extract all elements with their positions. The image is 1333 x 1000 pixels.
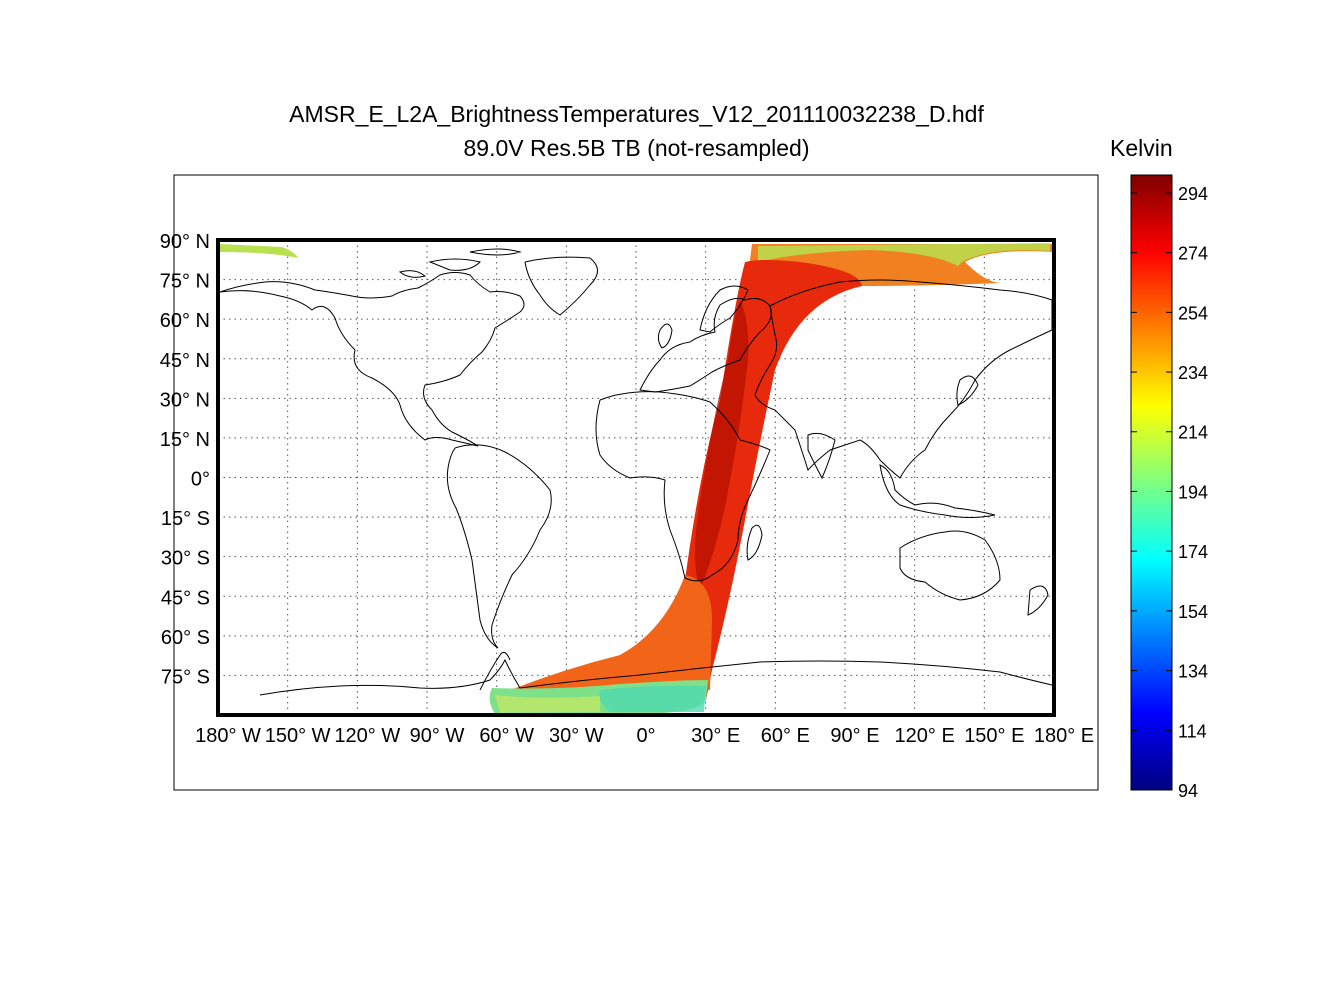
coast-antarctic-peninsula xyxy=(479,651,511,691)
lat-tick-label: 45° N xyxy=(160,350,210,372)
coast-africa xyxy=(595,391,771,582)
lat-tick-label: 30° N xyxy=(160,389,210,411)
colorbar-tick-label: 134 xyxy=(1178,662,1208,682)
coast-europe xyxy=(639,297,772,393)
lat-tick-label: 75° N xyxy=(160,271,210,293)
colorbar-tick-label: 194 xyxy=(1178,482,1208,502)
colorbar-tick-label: 254 xyxy=(1178,303,1208,323)
lon-tick-label: 0° xyxy=(636,725,655,747)
chart-title-line1: AMSR_E_L2A_BrightnessTemperatures_V12_20… xyxy=(289,101,984,127)
lat-tick-label: 60° N xyxy=(160,310,210,332)
lat-tick-label: 60° S xyxy=(161,627,210,649)
chart-title-line2: 89.0V Res.5B TB (not-resampled) xyxy=(463,135,810,161)
coast-south-america xyxy=(446,444,552,649)
lon-tick-label: 150° E xyxy=(964,725,1024,747)
lon-tick-label: 30° E xyxy=(691,725,740,747)
swath-antarctic-yellow xyxy=(495,695,600,713)
lon-tick-label: 60° W xyxy=(479,725,534,747)
coast-greenland xyxy=(524,256,598,316)
map-area xyxy=(218,240,1054,715)
lat-tick-label: 75° S xyxy=(161,666,210,688)
lat-tick-label: 90° N xyxy=(160,231,210,253)
swath-southern-curve xyxy=(500,575,712,695)
lon-tick-label: 30° W xyxy=(549,725,604,747)
coast-north-america xyxy=(219,272,525,447)
colorbar-tick-label: 214 xyxy=(1178,423,1208,443)
lon-tick-label: 180° W xyxy=(195,725,261,747)
coast-southeast-asia xyxy=(879,464,996,518)
lat-tick-label: 30° S xyxy=(161,548,210,570)
lat-tick-label: 15° S xyxy=(161,508,210,530)
swath-dark-core xyxy=(695,300,749,590)
swath-antarctic-cyan xyxy=(599,685,706,712)
coast-india xyxy=(807,432,836,480)
longitude-tick-labels: 180° W 150° W 120° W 90° W 60° W 30° W 0° 30° E… xyxy=(195,725,1094,747)
brightness-temperature-swath xyxy=(220,243,1054,714)
lon-tick-label: 90° E xyxy=(830,725,879,747)
swath-arctic-green xyxy=(758,243,1050,266)
lon-tick-label: 150° W xyxy=(265,725,331,747)
map-border xyxy=(216,238,1056,717)
coast-australia xyxy=(899,530,1001,601)
colorbar-tick-label: 114 xyxy=(1178,721,1207,741)
coast-japan xyxy=(956,375,979,406)
coastlines xyxy=(219,248,1053,696)
lon-tick-label: 120° W xyxy=(334,725,400,747)
colorbar-tick-label: 234 xyxy=(1178,363,1208,383)
colorbar-ticks: 294 274 254 234 214 194 174 154 134 114 94 xyxy=(1131,184,1208,801)
lon-tick-label: 60° E xyxy=(761,725,810,747)
coast-uk xyxy=(657,323,673,349)
lat-tick-label: 15° N xyxy=(160,429,210,451)
colorbar-unit-label: Kelvin xyxy=(1110,135,1173,161)
coast-scandinavia xyxy=(699,285,749,333)
axes-frame xyxy=(173,174,1099,791)
lat-tick-label: 45° S xyxy=(161,587,210,609)
colorbar-gradient xyxy=(1130,174,1173,791)
colorbar-tick-label: 94 xyxy=(1178,781,1198,801)
coast-arctic-islands xyxy=(398,248,522,278)
swath-polar-fragment xyxy=(220,244,298,258)
coast-madagascar xyxy=(746,524,763,561)
colorbar-tick-label: 174 xyxy=(1178,542,1208,562)
colorbar-tick-label: 154 xyxy=(1178,602,1208,622)
lat-tick-label: 0° xyxy=(191,469,210,491)
colorbar-tick-label: 294 xyxy=(1178,184,1208,204)
latitude-tick-labels: 90° N 75° N 60° N 45° N 30° N 15° N 0° 15° S 30°… xyxy=(160,231,210,688)
coast-new-zealand xyxy=(1027,585,1049,616)
colorbar-tick-label: 274 xyxy=(1178,244,1208,264)
lon-tick-label: 90° W xyxy=(410,725,465,747)
coast-antarctica xyxy=(259,658,1053,696)
lon-tick-label: 180° E xyxy=(1034,725,1094,747)
lon-tick-label: 120° E xyxy=(895,725,955,747)
colorbar: 294 274 254 234 214 194 174 154 134 114 94 xyxy=(1130,174,1208,801)
coast-asia xyxy=(754,279,1053,479)
